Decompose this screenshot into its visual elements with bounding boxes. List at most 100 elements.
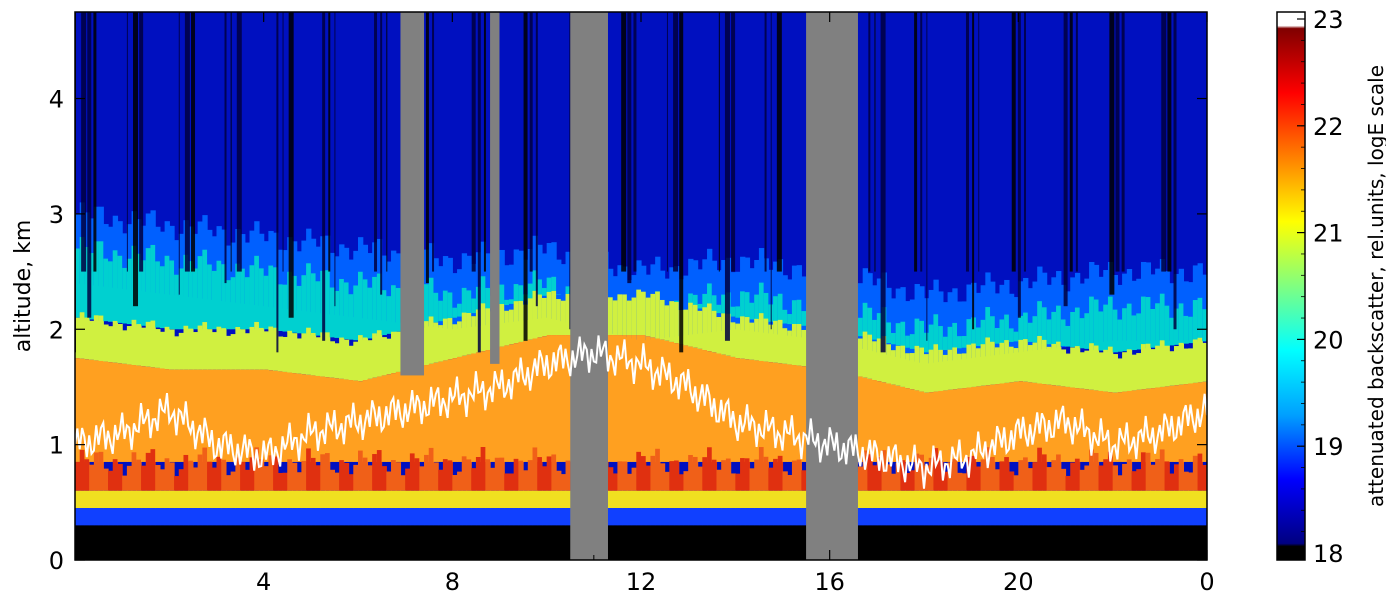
layer-cyan	[783, 310, 788, 324]
layer-lowblue	[1089, 508, 1094, 525]
layer-red	[1193, 456, 1198, 491]
layer-red	[1018, 460, 1023, 491]
layer-orange	[471, 353, 476, 461]
layer-cyan	[471, 299, 476, 314]
layer-base	[561, 491, 566, 508]
layer-base	[636, 491, 641, 508]
layer-red	[1061, 469, 1066, 491]
layer-yellow	[731, 322, 736, 357]
layer-base	[1037, 491, 1042, 508]
layer-base	[683, 491, 688, 508]
layer-red	[551, 454, 556, 490]
layer-cyan	[1018, 316, 1023, 341]
layer-lowblue	[1009, 508, 1014, 525]
layer-red	[108, 471, 113, 491]
layer-base	[217, 491, 222, 508]
layer-cyan	[1165, 306, 1170, 346]
layer-lowblue	[221, 508, 226, 525]
layer-base	[749, 491, 754, 508]
layer-base	[1009, 491, 1014, 508]
layer-lowblue	[1179, 508, 1184, 525]
layer-cyan	[514, 284, 519, 303]
layer-red	[278, 473, 283, 491]
layer-lowblue	[1141, 508, 1146, 525]
layer-lowblue	[188, 508, 193, 525]
layer-lowblue	[424, 508, 429, 525]
layer-cyan	[1056, 306, 1061, 346]
layer-base	[278, 491, 283, 508]
layer-cyan	[731, 307, 736, 317]
layer-red	[349, 474, 354, 491]
layer-base	[1141, 491, 1146, 508]
layer-cyan	[995, 328, 1000, 344]
layer-base	[250, 491, 255, 508]
layer-yellow	[481, 303, 486, 351]
layer-lowblue	[372, 508, 377, 525]
layer-base	[1113, 491, 1118, 508]
layer-lowblue	[882, 508, 887, 525]
layer-base	[617, 491, 622, 508]
layer-base	[212, 491, 217, 508]
layer-red	[174, 476, 179, 491]
layer-lowblue	[400, 508, 405, 525]
y-tick-label: 2	[49, 316, 64, 344]
layer-red	[198, 455, 203, 491]
layer-lowblue	[910, 508, 915, 525]
x-tick-label: 12	[626, 568, 657, 596]
layer-lowblue	[287, 508, 292, 525]
layer-lowblue	[179, 508, 184, 525]
layer-lowblue	[858, 508, 863, 525]
layer-lowblue	[938, 508, 943, 525]
layer-base	[198, 491, 203, 508]
layer-base	[132, 491, 137, 508]
layer-orange	[339, 379, 344, 462]
layer-base	[632, 491, 637, 508]
layer-yellow	[712, 311, 717, 352]
layer-lowblue	[669, 508, 674, 525]
noise-streak	[1161, 12, 1166, 272]
layer-lowblue	[250, 508, 255, 525]
layer-base	[155, 491, 160, 508]
layer-base	[306, 491, 311, 508]
layer-orange	[415, 367, 420, 462]
layer-base	[886, 491, 891, 508]
layer-yellow	[80, 312, 85, 358]
layer-lowblue	[1061, 508, 1066, 525]
layer-lowblue	[514, 508, 519, 525]
layer-yellow	[1103, 350, 1108, 392]
layer-base	[1056, 491, 1061, 508]
noise-streak	[1012, 12, 1016, 272]
layer-yellow	[514, 301, 519, 343]
layer-cyan	[745, 292, 750, 319]
layer-base	[797, 491, 802, 508]
layer-yellow	[749, 323, 754, 360]
noise-streak	[289, 12, 294, 318]
layer-base	[283, 491, 288, 508]
layer-base	[726, 491, 731, 508]
layer-base	[1014, 491, 1019, 508]
layer-cyan	[957, 336, 962, 348]
layer-base	[674, 491, 679, 508]
layer-red	[155, 465, 160, 491]
layer-base	[179, 491, 184, 508]
layer-red	[665, 472, 670, 491]
noise-streak	[978, 12, 979, 272]
layer-lowblue	[94, 508, 99, 525]
layer-lowblue	[754, 508, 759, 525]
layer-base	[240, 491, 245, 508]
layer-base	[948, 491, 953, 508]
layer-orange	[504, 345, 509, 462]
layer-yellow	[1004, 340, 1009, 383]
layer-yellow	[150, 321, 155, 368]
layer-yellow	[999, 343, 1004, 384]
layer-base	[117, 491, 122, 508]
layer-yellow	[99, 316, 104, 361]
layer-red	[372, 454, 377, 491]
layer-red	[457, 472, 462, 491]
layer-lowblue	[787, 508, 792, 525]
layer-base	[792, 491, 797, 508]
layer-lowblue	[283, 508, 288, 525]
layer-orange	[632, 335, 637, 462]
layer-base	[1155, 491, 1160, 508]
